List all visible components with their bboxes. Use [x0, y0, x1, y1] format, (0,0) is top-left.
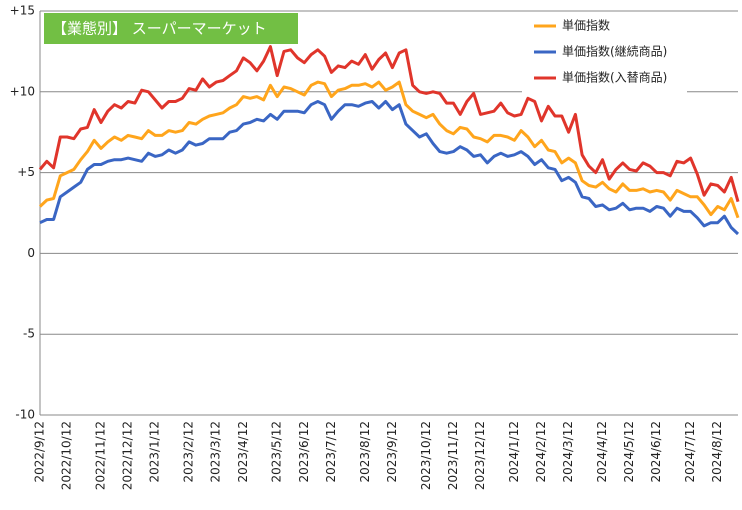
x-tick-label: 2024/4/12 [595, 421, 609, 483]
title-box [44, 13, 298, 44]
series-line [38, 80, 740, 219]
x-tick-label: 2023/9/12 [385, 421, 399, 483]
x-tick-label: 2023/1/12 [148, 421, 162, 483]
x-tick-label: 2023/2/12 [182, 421, 196, 483]
x-tick-label: 2024/8/12 [710, 421, 724, 483]
x-tick-label: 2024/7/12 [683, 421, 697, 483]
legend-label: 単価指数(継続商品) [562, 44, 667, 59]
y-tick-label: -5 [23, 327, 35, 341]
y-tick-label: 0 [27, 246, 35, 260]
y-tick-label: +5 [17, 165, 35, 179]
y-tick-label: -10 [15, 408, 35, 422]
chart-title: 【業態別】 スーパーマーケット [52, 20, 267, 38]
x-tick-label: 2024/5/12 [622, 421, 636, 483]
legend-label: 単価指数 [562, 18, 610, 33]
legend-label: 単価指数(入替商品) [562, 70, 667, 85]
x-tick-label: 2022/11/12 [93, 421, 107, 490]
x-tick-label: 2023/11/12 [446, 421, 460, 490]
x-tick-label: 2023/12/12 [473, 421, 487, 490]
x-tick-label: 2023/6/12 [297, 421, 311, 483]
x-tick-label: 2023/3/12 [209, 421, 223, 483]
series-line [38, 45, 740, 203]
x-tick-label: 2024/3/12 [561, 421, 575, 483]
x-tick-label: 2022/10/12 [60, 421, 74, 490]
x-tick-label: 2022/9/12 [33, 421, 47, 483]
x-tick-label: 2023/5/12 [270, 421, 284, 483]
x-tick-label: 2023/8/12 [358, 421, 372, 483]
x-tick-label: 2024/6/12 [649, 421, 663, 483]
x-tick-label: 2023/10/12 [419, 421, 433, 490]
x-tick-label: 2023/4/12 [236, 421, 250, 483]
x-tick-label: 2024/2/12 [534, 421, 548, 483]
x-tick-label: 2023/7/12 [324, 421, 338, 483]
x-tick-label: 2024/1/12 [507, 421, 521, 483]
x-tick-label: 2022/12/12 [121, 421, 135, 490]
y-tick-label: +15 [10, 4, 35, 18]
series-line [39, 100, 740, 236]
y-tick-label: +10 [10, 84, 35, 98]
